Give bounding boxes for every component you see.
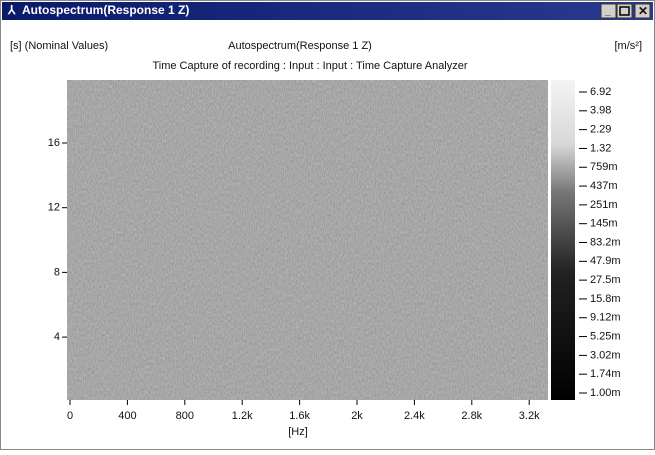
color-scale-label: 83.2m bbox=[590, 236, 621, 248]
window-icon: ⅄ bbox=[7, 3, 16, 17]
color-scale-label: 1.00m bbox=[590, 387, 621, 399]
y-tick-label: 12 bbox=[48, 202, 60, 214]
x-tick-label: 3.2k bbox=[519, 410, 540, 422]
color-scale-label: 5.25m bbox=[590, 330, 621, 342]
x-tick-label: 2k bbox=[351, 410, 363, 422]
color-scale-label: 145m bbox=[590, 218, 618, 230]
color-scale bbox=[551, 80, 575, 400]
x-tick-label: 0 bbox=[67, 410, 73, 422]
x-tick-label: 2.8k bbox=[461, 410, 482, 422]
header-left: [s] (Nominal Values) bbox=[10, 40, 108, 52]
minimize-button[interactable] bbox=[600, 3, 617, 19]
color-scale-label: 759m bbox=[590, 161, 618, 173]
minimize-glyph: _ bbox=[604, 7, 611, 18]
color-scale-label: 9.12m bbox=[590, 312, 621, 324]
color-scale-label: 27.5m bbox=[590, 274, 621, 286]
color-scale-label: 437m bbox=[590, 180, 618, 192]
x-tick-label: 800 bbox=[176, 410, 194, 422]
spectrogram-texture bbox=[67, 80, 548, 400]
subtitle: Time Capture of recording : Input : Inpu… bbox=[152, 60, 467, 72]
x-tick-label: 400 bbox=[118, 410, 136, 422]
close-glyph: ✕ bbox=[638, 4, 648, 18]
x-tick-label: 2.4k bbox=[404, 410, 425, 422]
color-scale-label: 47.9m bbox=[590, 255, 621, 267]
color-scale-label: 3.02m bbox=[590, 349, 621, 361]
header-center: Autospectrum(Response 1 Z) bbox=[228, 40, 372, 52]
x-axis-label: [Hz] bbox=[288, 426, 308, 438]
color-scale-label: 1.32 bbox=[590, 142, 611, 154]
y-tick-label: 16 bbox=[48, 137, 60, 149]
color-scale-label: 2.29 bbox=[590, 124, 611, 136]
y-tick-label: 4 bbox=[54, 331, 60, 343]
x-tick-label: 1.6k bbox=[289, 410, 310, 422]
window-title: Autospectrum(Response 1 Z) bbox=[22, 3, 189, 17]
color-scale-label: 6.92 bbox=[590, 86, 611, 98]
header-right: [m/s²] bbox=[615, 40, 643, 52]
close-button[interactable] bbox=[634, 3, 651, 19]
color-scale-label: 15.8m bbox=[590, 293, 621, 305]
color-scale-label: 1.74m bbox=[590, 368, 621, 380]
y-tick-label: 8 bbox=[54, 266, 60, 278]
color-scale-label: 3.98 bbox=[590, 105, 611, 117]
x-tick-label: 1.2k bbox=[232, 410, 253, 422]
maximize-glyph bbox=[619, 6, 630, 16]
color-scale-label: 251m bbox=[590, 199, 618, 211]
title-bar bbox=[2, 2, 653, 20]
